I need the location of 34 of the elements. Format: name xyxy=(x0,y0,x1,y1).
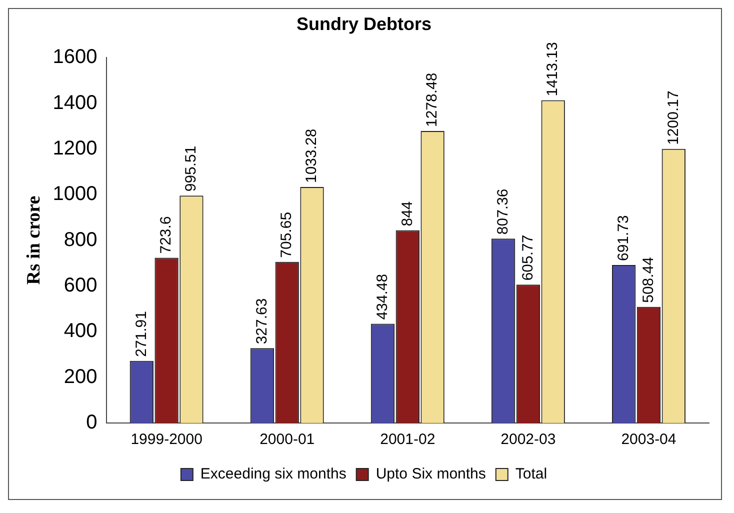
data-label: 1278.48 xyxy=(424,72,441,128)
data-label: 605.77 xyxy=(519,234,536,281)
data-label: 723.6 xyxy=(158,216,175,254)
data-label: 807.36 xyxy=(494,188,512,235)
data-label: 844 xyxy=(398,201,416,226)
y-tick-label: 1200 xyxy=(52,137,98,160)
chart-title: Sundry Debtors xyxy=(296,14,432,34)
legend-label: Exceeding six months xyxy=(200,466,346,483)
data-label: 1413.13 xyxy=(544,42,562,96)
y-tick-label: 1400 xyxy=(52,92,98,114)
data-label: 1200.17 xyxy=(664,90,682,145)
legend-label: Upto Six months xyxy=(376,466,486,483)
data-label: 327.63 xyxy=(253,298,270,344)
data-label: 271.91 xyxy=(132,311,150,357)
y-tick-label: 400 xyxy=(64,320,98,342)
x-tick-label: 2001-02 xyxy=(380,431,436,448)
y-tick-label: 600 xyxy=(64,274,98,296)
data-label: 691.73 xyxy=(614,215,632,262)
y-tick-label: 800 xyxy=(64,228,98,251)
data-label: 508.44 xyxy=(640,256,657,303)
x-tick-label: 2000-01 xyxy=(260,431,315,448)
data-label: 434.48 xyxy=(374,274,391,320)
data-label: 995.51 xyxy=(182,146,200,192)
legend-label: Total xyxy=(515,466,548,483)
y-axis-title: Rs in crore xyxy=(23,196,44,285)
x-tick-label: 1999-2000 xyxy=(130,431,202,448)
x-tick-label: 2002-03 xyxy=(500,431,556,448)
y-tick-label: 0 xyxy=(86,412,98,434)
y-tick-label: 200 xyxy=(64,366,98,388)
data-label: 1033.28 xyxy=(303,128,320,184)
x-tick-label: 2003-04 xyxy=(621,431,676,448)
y-tick-label: 1000 xyxy=(52,183,98,206)
data-label: 705.65 xyxy=(278,212,296,258)
y-tick-label: 1600 xyxy=(52,46,98,68)
